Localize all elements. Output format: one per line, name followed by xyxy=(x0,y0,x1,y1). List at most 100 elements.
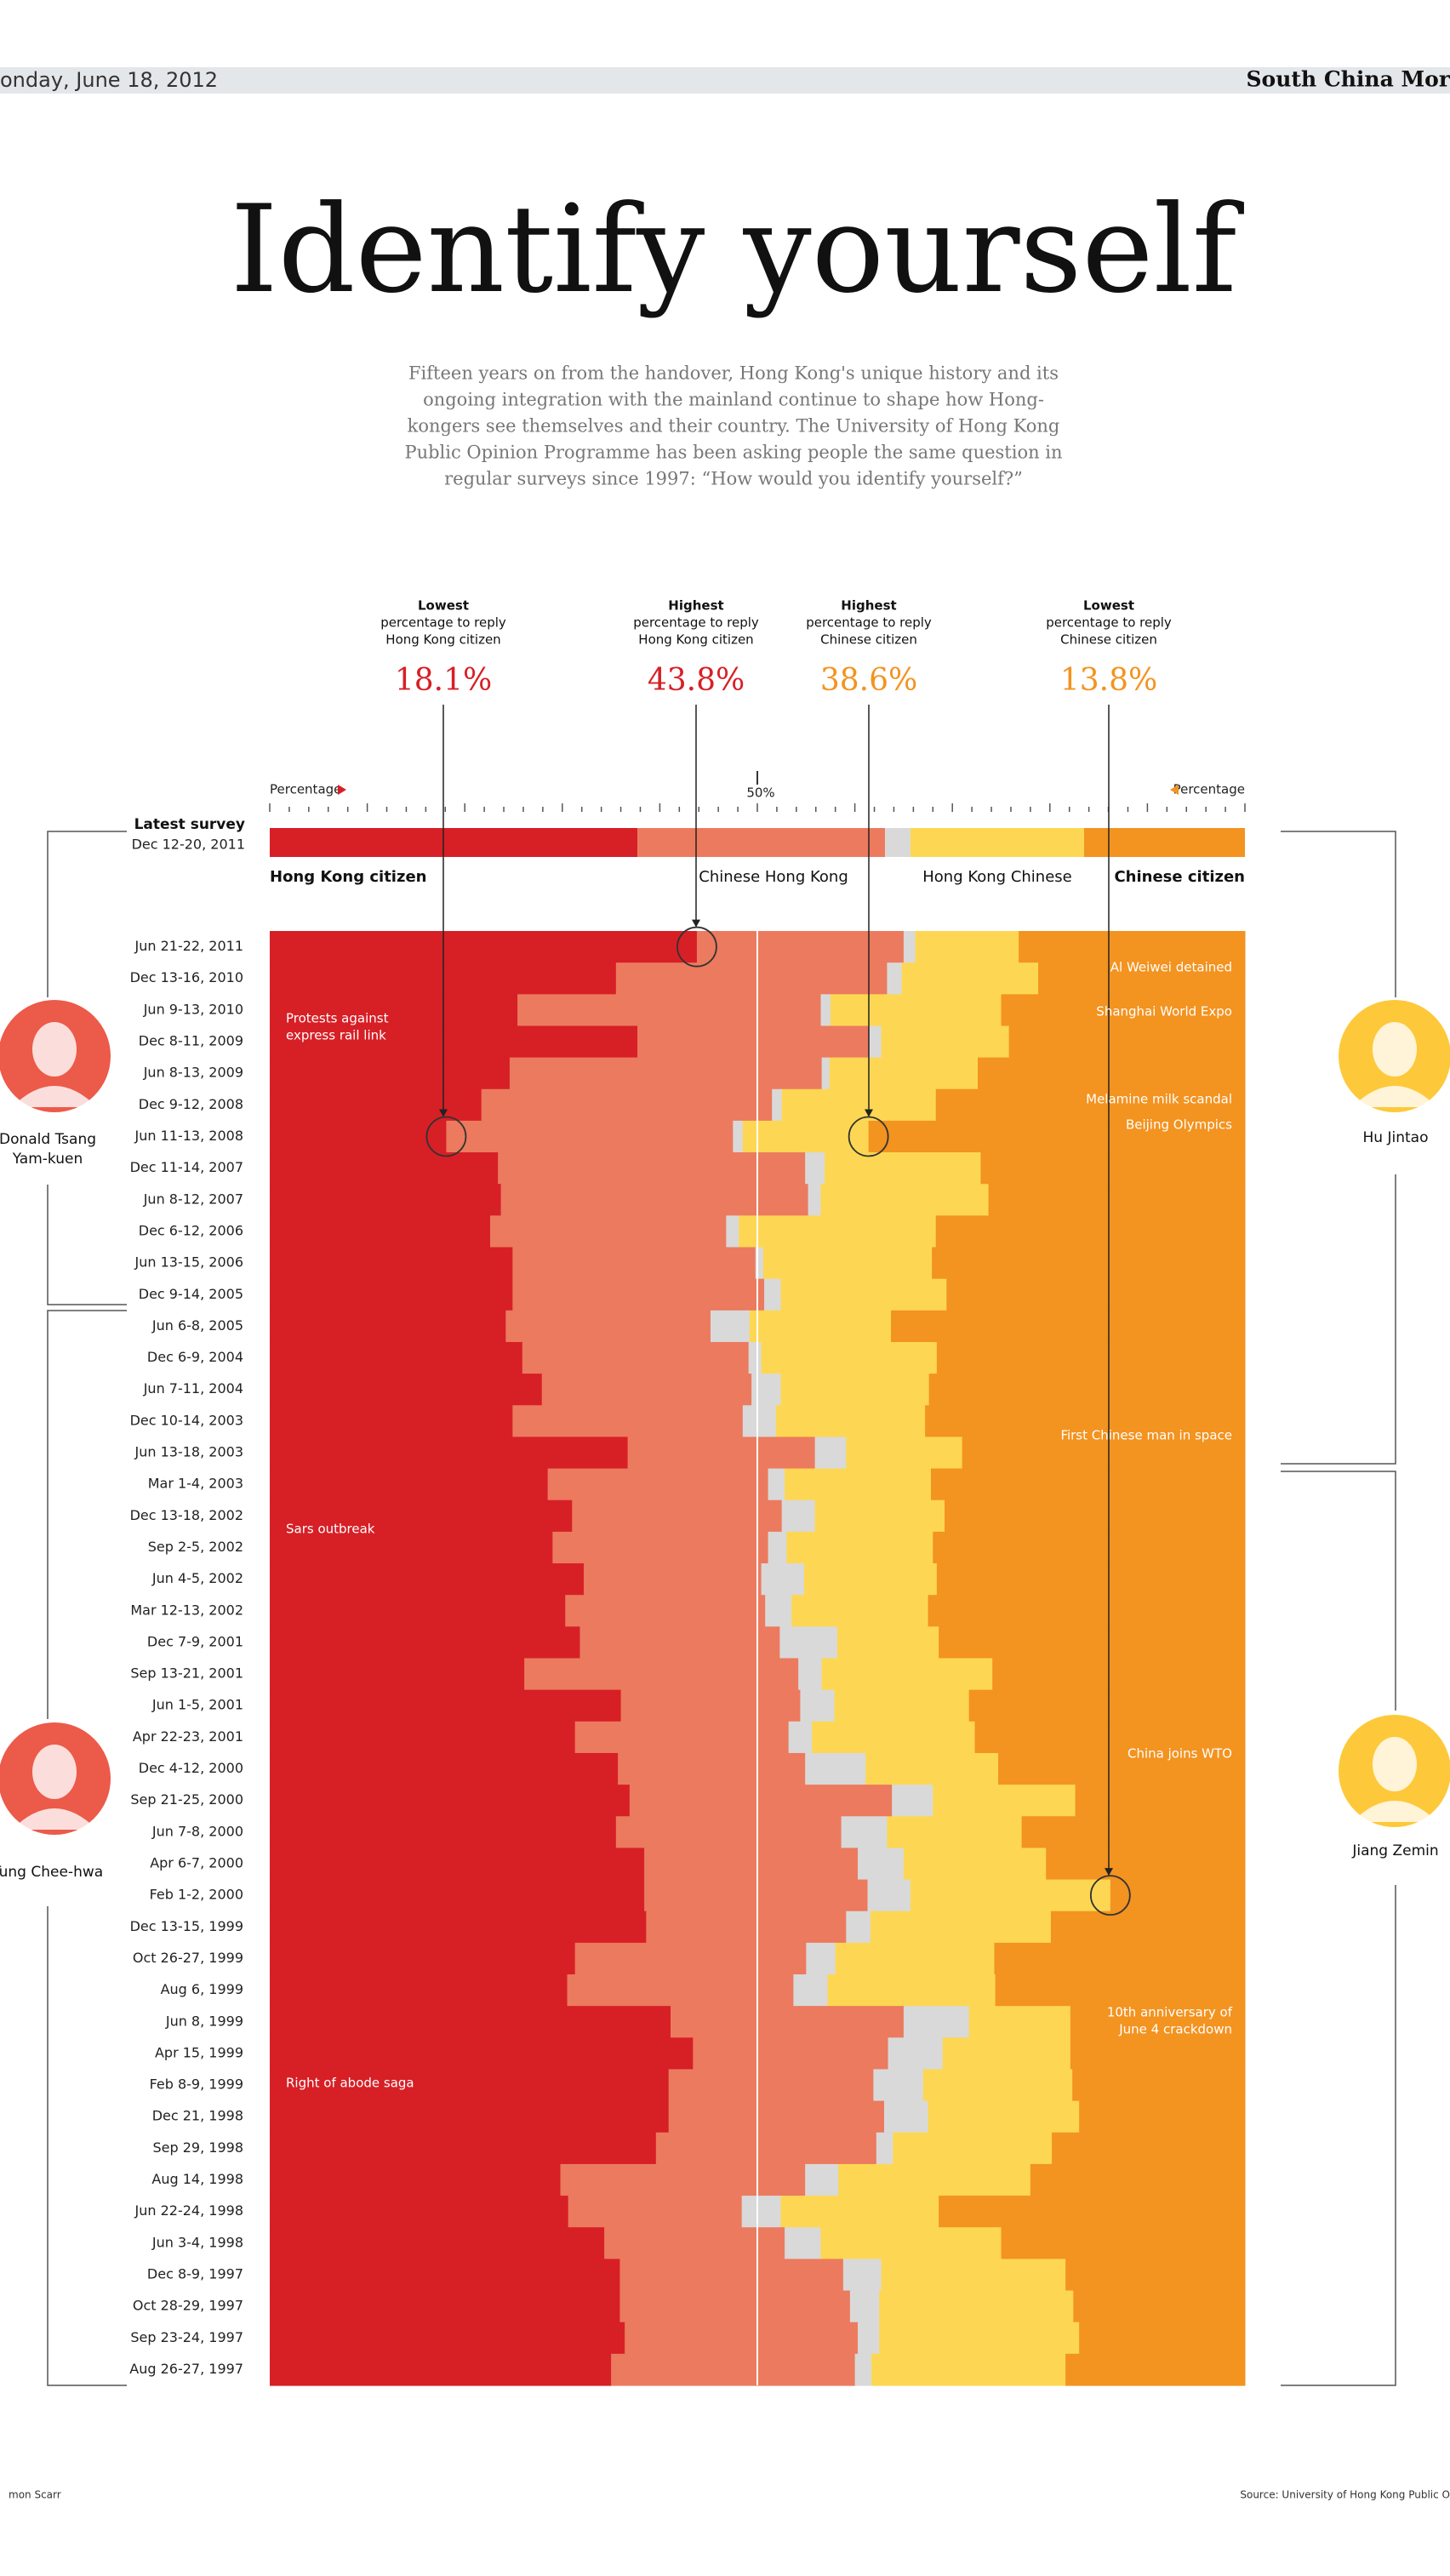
row-label: Mar 1-4, 2003 xyxy=(148,1476,243,1492)
callout-value: 18.1% xyxy=(395,663,492,698)
bar-segment xyxy=(270,1341,523,1374)
bar-segment xyxy=(565,1595,766,1627)
bar-segment xyxy=(881,2259,1066,2292)
bar-segment xyxy=(962,1437,1246,1470)
bar-segment xyxy=(270,1752,619,1785)
bar-segment xyxy=(270,1405,513,1438)
row-label: Aug 6, 1999 xyxy=(161,1981,243,1997)
bar-segment xyxy=(270,1088,482,1122)
bar-segment xyxy=(644,1879,868,1912)
bar-segment xyxy=(270,2259,620,2292)
bar-segment xyxy=(625,2322,859,2355)
bracket xyxy=(47,1310,127,2386)
latest-bar xyxy=(910,828,1084,857)
bar-segment xyxy=(270,1531,553,1564)
bar-segment xyxy=(820,2227,1002,2259)
bar-segment xyxy=(849,2290,880,2323)
callout-label: Lowest xyxy=(418,598,469,614)
bar-segment xyxy=(805,2163,839,2196)
row-label: Jun 7-8, 2000 xyxy=(151,1823,243,1839)
bar-segment xyxy=(829,1057,979,1090)
bar-segment xyxy=(977,1057,1246,1090)
row-label: Jun 13-15, 2006 xyxy=(134,1254,243,1271)
bar-segment xyxy=(830,994,1002,1027)
bar-segment xyxy=(873,2069,924,2102)
event-label: Sars outbreak xyxy=(286,1522,375,1537)
bar-segment xyxy=(928,1374,1246,1406)
bar-segment xyxy=(604,2227,785,2259)
bar-segment xyxy=(933,1785,1076,1817)
row-label: Dec 13-18, 2002 xyxy=(130,1507,243,1523)
bar-segment xyxy=(772,1088,783,1122)
bar-segment xyxy=(270,1942,576,1975)
bar-segment xyxy=(270,1437,629,1470)
bar-segment xyxy=(932,1247,1246,1280)
bar-segment xyxy=(489,1215,727,1248)
row-label: Jun 8-12, 2007 xyxy=(143,1191,243,1207)
bar-segment xyxy=(270,1626,580,1659)
callout-value: 38.6% xyxy=(820,663,917,698)
bar-segment xyxy=(836,1626,939,1659)
bar-segment xyxy=(930,1468,1246,1501)
arrow xyxy=(1105,1868,1113,1876)
legend-label: Hong Kong citizen xyxy=(270,868,426,886)
row-label: Jun 3-4, 1998 xyxy=(151,2234,243,2250)
bar-segment xyxy=(935,1215,1246,1248)
bar-segment xyxy=(1072,2069,1246,2102)
bar-segment xyxy=(800,1689,836,1722)
callout-label: Highest xyxy=(668,598,723,614)
bar-segment xyxy=(1079,2100,1246,2133)
bar-segment xyxy=(270,2290,620,2323)
bar-segment xyxy=(512,1278,765,1311)
bar-segment xyxy=(780,2196,939,2228)
leader-name: Donald Tsang xyxy=(0,1131,96,1148)
bar-segment xyxy=(270,1563,585,1596)
portrait-face xyxy=(1373,1737,1417,1791)
bar-segment xyxy=(936,1341,1246,1374)
bar-segment xyxy=(821,1057,831,1090)
bar-segment xyxy=(644,1848,859,1881)
bar-segment xyxy=(749,1310,892,1343)
bar-segment xyxy=(775,1405,926,1438)
bar-segment xyxy=(270,2163,562,2196)
row-label: Jun 8, 1999 xyxy=(165,2013,243,2029)
bar-segment xyxy=(755,1247,764,1280)
callout-label: percentage to reply xyxy=(806,615,932,631)
bar-segment xyxy=(901,962,1039,995)
bar-segment xyxy=(887,962,903,995)
row-label: Jun 8-13, 2009 xyxy=(143,1065,243,1081)
bar-segment xyxy=(270,1848,645,1881)
row-label: Feb 8-9, 1999 xyxy=(150,2076,243,2093)
bar-segment xyxy=(270,1816,617,1849)
bar-segment xyxy=(915,931,1019,963)
bar-segment xyxy=(1046,1848,1246,1881)
bar-segment xyxy=(1079,2322,1246,2355)
row-label: Jun 21-22, 2011 xyxy=(134,938,243,954)
bar-segment xyxy=(270,1785,631,1817)
row-label: Jun 6-8, 2005 xyxy=(151,1317,243,1334)
bar-segment xyxy=(270,2227,605,2259)
portrait-face xyxy=(32,1022,77,1077)
bar-segment xyxy=(1052,2132,1246,2165)
latest-title: Latest survey xyxy=(134,816,245,833)
row-label: Sep 29, 1998 xyxy=(153,2139,244,2156)
bar-segment xyxy=(846,1437,963,1470)
portrait-face xyxy=(1373,1022,1417,1077)
row-label: Feb 1-2, 2000 xyxy=(150,1887,243,1903)
bar-segment xyxy=(798,1658,823,1691)
bar-segment xyxy=(995,1974,1246,2007)
bar-segment xyxy=(1030,2163,1246,2196)
bar-segment xyxy=(879,2322,1080,2355)
bar-segment xyxy=(574,1942,807,1975)
latest-bar xyxy=(270,828,638,857)
bar-segment xyxy=(835,1942,995,1975)
bar-segment xyxy=(936,1563,1246,1596)
leader-name: Tung Chee-hwa xyxy=(0,1864,103,1881)
bar-segment xyxy=(1065,2353,1246,2386)
subtitle: Fifteen years on from the handover, Hong… xyxy=(408,363,1059,384)
bar-segment xyxy=(1038,962,1246,995)
bar-segment xyxy=(505,1310,711,1343)
bar-segment xyxy=(646,1911,847,1944)
bar-segment xyxy=(867,1879,911,1912)
bar-segment xyxy=(781,1499,816,1533)
